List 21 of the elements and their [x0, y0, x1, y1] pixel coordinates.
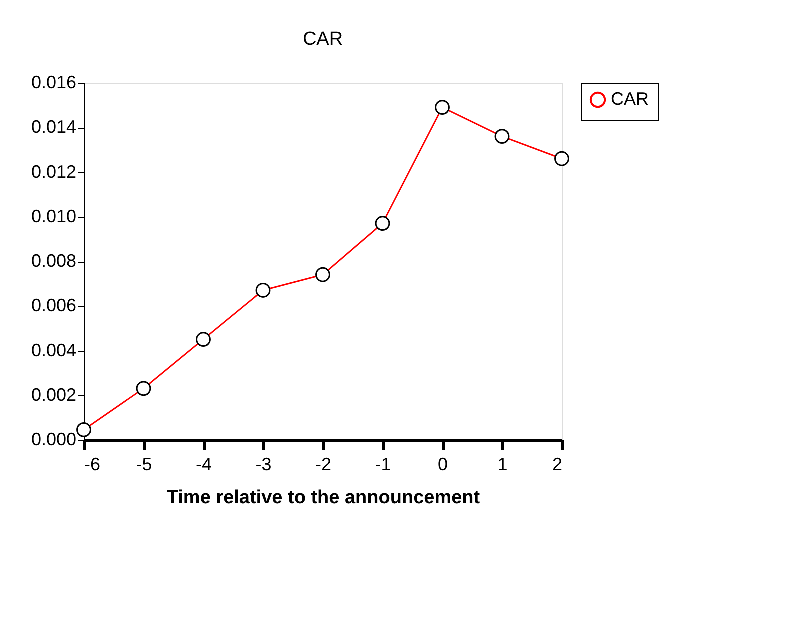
- y-tick-label: 0.010: [31, 206, 76, 226]
- y-tick-label: 0.006: [31, 296, 76, 316]
- x-tick-label: 2: [552, 454, 562, 474]
- y-tick-label: 0.008: [31, 251, 76, 271]
- x-tick-label: 1: [498, 454, 508, 474]
- chart-title: CAR: [302, 29, 344, 50]
- x-tick-label: -2: [315, 454, 332, 474]
- y-tick-label: 0.016: [31, 72, 76, 92]
- x-tick-label: -1: [375, 454, 392, 474]
- y-tick-label: 0.012: [31, 162, 76, 182]
- x-tick-label: 0: [438, 454, 448, 474]
- x-tick-label: -6: [84, 454, 101, 474]
- legend-label: CAR: [611, 89, 650, 109]
- y-tick-label: 0.000: [31, 430, 76, 450]
- x-axis-title: Time relative to the announcement: [166, 488, 481, 508]
- y-tick-label: 0.014: [31, 117, 76, 138]
- x-tick-label: -3: [256, 454, 272, 474]
- y-tick-label: 0.002: [31, 384, 76, 405]
- y-tick-label: 0.004: [31, 340, 76, 360]
- x-tick-label: -4: [196, 454, 212, 474]
- x-tick-label: -5: [136, 454, 152, 474]
